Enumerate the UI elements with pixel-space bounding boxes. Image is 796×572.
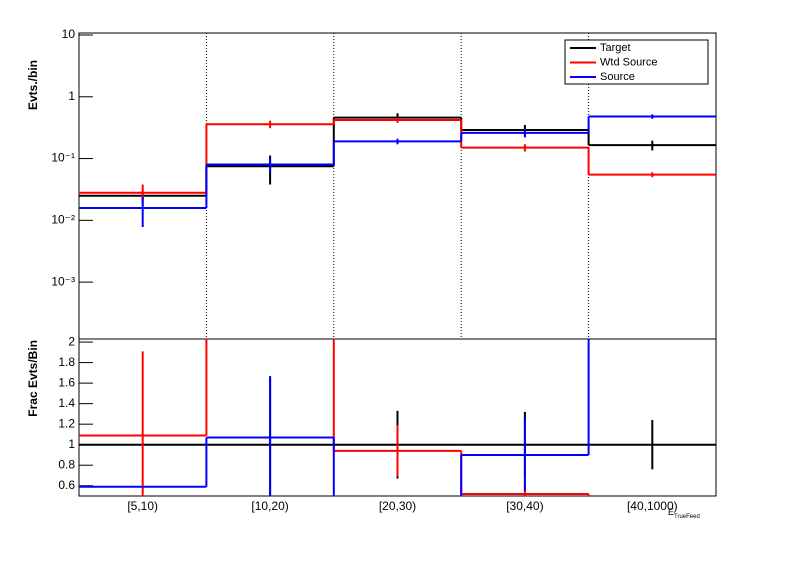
plot-area — [79, 339, 716, 496]
y-tick-label: 1.4 — [58, 396, 75, 410]
legend-label: Wtd Source — [600, 56, 657, 68]
legend-label: Source — [600, 71, 635, 83]
x-tick-label: [30,40) — [506, 499, 543, 513]
y-tick-label: 2 — [68, 334, 75, 348]
x-axis-title: ETrueFeed — [668, 507, 700, 519]
y-tick-label: 0.8 — [58, 457, 75, 471]
y-tick-label: 1.6 — [58, 375, 75, 389]
y-tick-label: 1.2 — [58, 416, 75, 430]
legend-label: Target — [600, 42, 631, 54]
y-tick-label: 1.8 — [58, 355, 75, 369]
y-tick-label: 10⁻² — [51, 213, 75, 227]
y-tick-label: 10 — [62, 27, 76, 41]
y-tick-label: 1 — [68, 89, 75, 103]
x-axis-title-main: E — [668, 507, 674, 517]
y-tick-label: 10⁻³ — [51, 274, 75, 288]
y-tick-label: 10⁻¹ — [51, 151, 75, 165]
y-tick-label: 1 — [68, 437, 75, 451]
x-tick-label: [10,20) — [251, 499, 288, 513]
y-axis-title: Evts./bin — [26, 60, 40, 110]
y-tick-label: 0.6 — [58, 478, 75, 492]
y-axis-title: Frac Evts/Bin — [26, 340, 40, 417]
x-tick-label: [5,10) — [127, 499, 158, 513]
x-tick-label: [20,30) — [379, 499, 416, 513]
plot-frame — [78, 338, 717, 497]
x-axis-title-sub: TrueFeed — [674, 514, 700, 520]
x-tick-label: [40,1000) — [627, 499, 678, 513]
plot-area — [79, 113, 716, 228]
